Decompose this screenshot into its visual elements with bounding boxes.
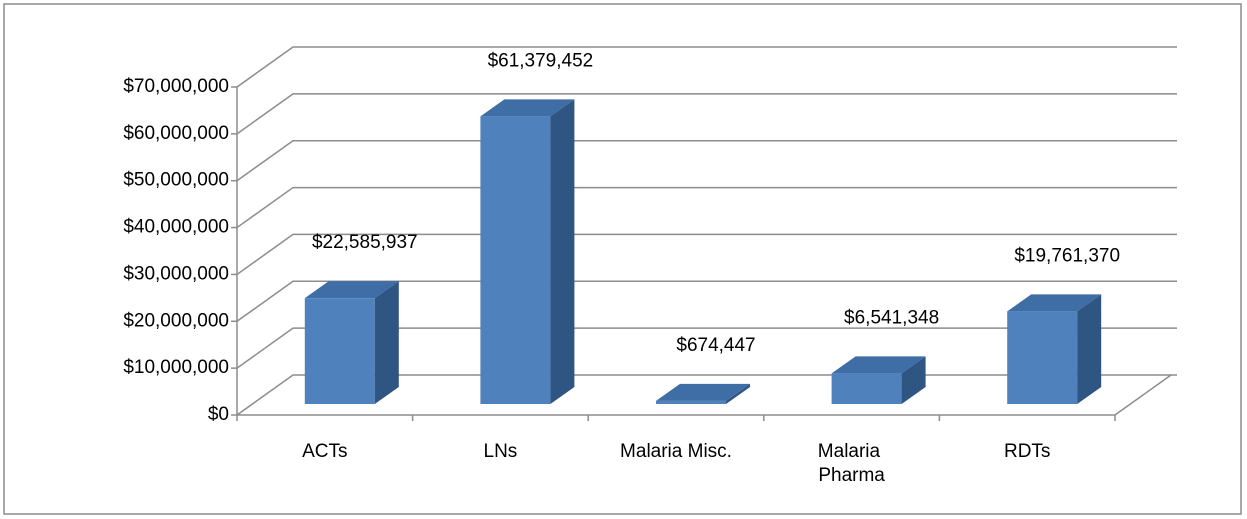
bar-front (656, 400, 726, 404)
bar-side (374, 281, 399, 404)
bar-side (901, 356, 926, 404)
bar-top (304, 281, 399, 299)
grid-line (236, 233, 1177, 276)
grid-line (236, 186, 1177, 229)
bar-front (1007, 311, 1078, 404)
grid-line (236, 280, 1177, 322)
y-tick-label: $30,000,000 (123, 263, 229, 284)
grid-line (236, 139, 1177, 182)
bar-side (1077, 294, 1102, 404)
data-label: $22,585,937 (312, 232, 418, 253)
x-tick-label: LNs (484, 441, 518, 462)
y-tick-label: $0 (208, 404, 229, 425)
bar-side (726, 383, 750, 404)
x-tick-label: Malaria Pharma (818, 441, 886, 486)
y-tick-label: $40,000,000 (123, 217, 229, 238)
y-tick-label: $60,000,000 (123, 123, 229, 144)
bar-front (480, 116, 551, 404)
grid-line (236, 327, 1177, 369)
bar-side (550, 99, 575, 404)
y-tick-label: $10,000,000 (123, 357, 229, 378)
bar-top (1007, 294, 1102, 312)
x-tick-label: RDTs (1004, 441, 1050, 462)
data-label: $61,379,452 (488, 50, 594, 71)
data-label: $674,447 (676, 335, 755, 356)
bar-top (656, 383, 750, 401)
bar-top (831, 356, 926, 374)
chart-border (3, 3, 1242, 515)
bar-front (831, 373, 902, 404)
bar-front (304, 298, 375, 404)
y-tick-label: $20,000,000 (123, 310, 229, 331)
x-tick-label: ACTs (302, 441, 347, 462)
grid-line (236, 93, 1177, 135)
bar-top (480, 99, 575, 117)
grid-line (236, 46, 1177, 88)
data-label: $19,761,370 (1014, 245, 1120, 266)
data-label: $6,541,348 (844, 307, 939, 328)
y-tick-label: $70,000,000 (123, 76, 229, 97)
x-tick-label: Malaria Misc. (620, 441, 732, 462)
y-tick-label: $50,000,000 (123, 170, 229, 191)
